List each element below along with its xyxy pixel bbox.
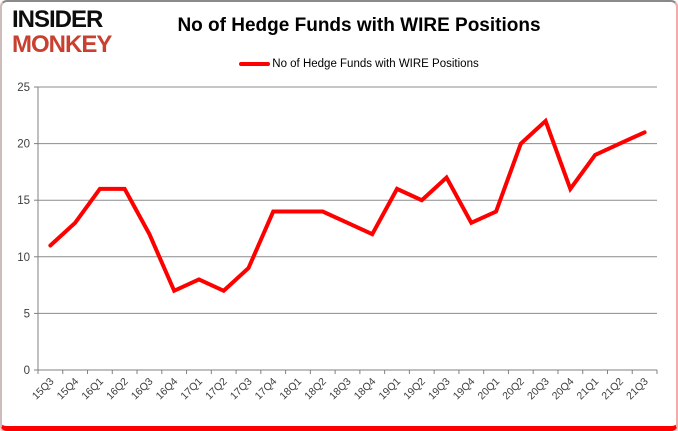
x-tick-label: 19Q4 bbox=[451, 376, 478, 403]
x-tick-label: 18Q2 bbox=[302, 376, 329, 403]
x-tick-label: 18Q4 bbox=[352, 376, 379, 403]
x-tick-label: 17Q4 bbox=[253, 376, 280, 403]
x-tick-label: 19Q2 bbox=[401, 376, 428, 403]
x-tick-label: 15Q3 bbox=[30, 376, 57, 403]
x-tick-label: 17Q3 bbox=[228, 376, 255, 403]
legend-line-swatch bbox=[239, 62, 271, 66]
x-tick-label: 16Q4 bbox=[154, 376, 181, 403]
x-tick-label: 18Q3 bbox=[327, 376, 354, 403]
x-tick-label: 19Q1 bbox=[376, 376, 403, 403]
x-tick-label: 17Q1 bbox=[178, 376, 205, 403]
x-tick-label: 15Q4 bbox=[55, 376, 82, 403]
x-tick-label: 19Q3 bbox=[426, 376, 453, 403]
y-tick-label: 0 bbox=[24, 365, 30, 377]
chart-title: No of Hedge Funds with WIRE Positions bbox=[177, 15, 541, 36]
x-tick-label: 16Q2 bbox=[104, 376, 131, 403]
legend-label: No of Hedge Funds with WIRE Positions bbox=[272, 58, 479, 70]
x-tick-label: 16Q1 bbox=[79, 376, 106, 403]
y-tick-label: 15 bbox=[17, 195, 30, 207]
x-tick-label: 20Q4 bbox=[550, 376, 577, 403]
x-tick-label: 21Q3 bbox=[624, 376, 651, 403]
x-tick-label: 17Q2 bbox=[203, 376, 230, 403]
x-tick-label: 21Q2 bbox=[599, 376, 626, 403]
x-tick-label: 21Q1 bbox=[575, 376, 602, 403]
x-tick-label: 18Q1 bbox=[277, 376, 304, 403]
insider-monkey-logo: INSIDER MONKEY bbox=[12, 6, 112, 58]
x-tick-label: 16Q3 bbox=[129, 376, 156, 403]
x-tick-label: 20Q3 bbox=[525, 376, 552, 403]
chart-legend: No of Hedge Funds with WIRE Positions bbox=[62, 58, 656, 70]
y-tick-label: 10 bbox=[17, 252, 30, 264]
logo-word-insider: INSIDER bbox=[12, 6, 103, 33]
series-line bbox=[48, 117, 647, 294]
y-tick-label: 20 bbox=[17, 139, 30, 151]
x-tick-label: 20Q2 bbox=[500, 376, 527, 403]
y-tick-label: 5 bbox=[24, 308, 30, 320]
x-tick-label: 20Q1 bbox=[476, 376, 503, 403]
y-tick-label: 25 bbox=[17, 82, 30, 94]
logo-word-monkey: MONKEY bbox=[12, 31, 112, 58]
